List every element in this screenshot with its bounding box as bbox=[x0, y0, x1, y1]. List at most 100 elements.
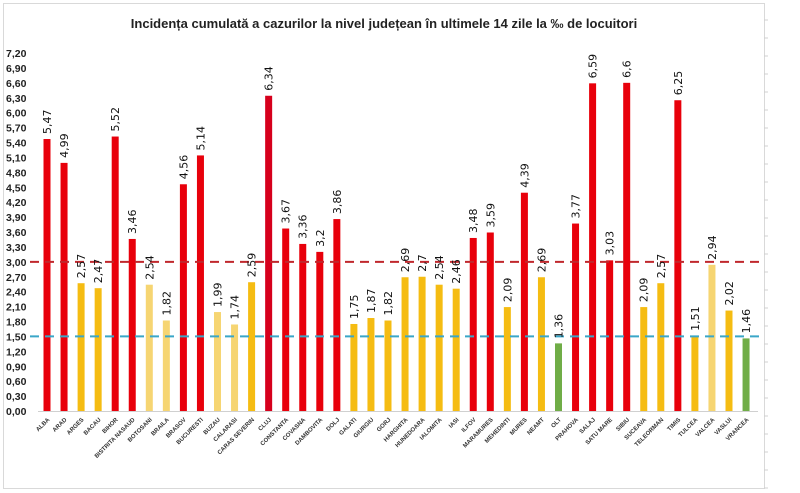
bar-valcea bbox=[708, 264, 716, 411]
bar-iasi bbox=[452, 288, 460, 411]
bar-gorj bbox=[384, 320, 392, 411]
value-label: 5,52 bbox=[109, 107, 122, 132]
y-tick-label: 2,70 bbox=[6, 272, 27, 284]
y-tick-label: 4,20 bbox=[6, 197, 27, 209]
value-label: 1,46 bbox=[740, 309, 753, 334]
value-label: 3,48 bbox=[467, 208, 480, 233]
right-edge-ticks bbox=[764, 19, 768, 489]
y-tick-label: 6,30 bbox=[6, 93, 27, 105]
y-tick-label: 3,30 bbox=[6, 242, 27, 254]
bar-galati bbox=[350, 323, 358, 411]
value-label: 6,6 bbox=[621, 60, 634, 78]
category-label: DOLJ bbox=[326, 417, 342, 433]
value-label: 2,59 bbox=[246, 253, 259, 278]
bar-suceava bbox=[640, 307, 648, 411]
value-label: 2,54 bbox=[143, 255, 156, 280]
value-label: 3,77 bbox=[570, 194, 583, 219]
value-label: 5,47 bbox=[41, 110, 54, 135]
y-axis: 0,00 0,30 0,60 0,90 1,20 1,50 1,80 2,10 2,40 2,70… bbox=[6, 48, 758, 418]
value-label: 3,36 bbox=[297, 214, 310, 239]
value-label: 2,69 bbox=[535, 248, 548, 273]
bar-giurgiu bbox=[367, 318, 375, 411]
bar-ilfov bbox=[469, 237, 477, 411]
category-label: ALBA bbox=[35, 417, 51, 433]
value-label: 2,57 bbox=[655, 254, 668, 279]
bar-caras-severin bbox=[248, 282, 256, 411]
value-label: 6,59 bbox=[587, 54, 600, 79]
bar-constanta bbox=[282, 228, 290, 411]
bar-covasna bbox=[299, 243, 307, 411]
value-label: 2,94 bbox=[706, 235, 719, 260]
bar-dambovita bbox=[316, 251, 324, 411]
bar-brasov bbox=[179, 184, 187, 411]
bar-salaj bbox=[589, 83, 597, 411]
category-label: IASI bbox=[448, 417, 461, 430]
y-tick-label: 3,90 bbox=[6, 212, 27, 224]
y-tick-label: 5,70 bbox=[6, 123, 27, 135]
category-label: GORJ bbox=[376, 417, 392, 433]
y-tick-label: 7,20 bbox=[6, 48, 27, 60]
value-label: 4,99 bbox=[58, 133, 71, 158]
category-label: MURES bbox=[509, 417, 529, 437]
category-label: OLT bbox=[550, 417, 563, 430]
bars bbox=[43, 82, 750, 412]
y-tick-label: 1,80 bbox=[6, 317, 27, 329]
bar-harghita bbox=[401, 277, 409, 411]
value-label: 2,46 bbox=[450, 259, 463, 284]
y-tick-label: 0,30 bbox=[6, 391, 27, 403]
value-label: 6,25 bbox=[672, 71, 685, 96]
value-label: 1,36 bbox=[553, 314, 566, 339]
bar-maramures bbox=[486, 232, 494, 411]
chart-title: Incidența cumulată a cazurilor la nivel … bbox=[130, 16, 638, 31]
value-label: 2,54 bbox=[433, 255, 446, 280]
y-tick-label: 6,60 bbox=[6, 78, 27, 90]
bar-prahova bbox=[572, 223, 580, 411]
value-labels: 5,47 4,99 2,57 2,47 5,52 3,46 2,54 1,82 4,56 5,14… bbox=[41, 54, 753, 339]
bar-neamt bbox=[537, 277, 545, 411]
bar-braila bbox=[162, 320, 170, 411]
y-tick-label: 5,40 bbox=[6, 138, 27, 150]
y-tick-label: 0,00 bbox=[6, 406, 27, 418]
bar-timis bbox=[674, 100, 682, 411]
bar-hunedoara bbox=[418, 276, 426, 411]
y-tick-label: 1,50 bbox=[6, 331, 27, 343]
bar-mehedinti bbox=[503, 307, 511, 411]
bar-sibiu bbox=[623, 82, 631, 411]
y-tick-label: 2,40 bbox=[6, 287, 27, 299]
category-label: TIMIS bbox=[667, 417, 683, 433]
value-label: 3,59 bbox=[484, 203, 497, 228]
category-label: SIBIU bbox=[616, 417, 632, 433]
bar-vrancea bbox=[742, 338, 750, 411]
bar-arad bbox=[60, 162, 68, 411]
bar-vaslui bbox=[725, 310, 733, 411]
value-label: 3,86 bbox=[331, 190, 344, 215]
bar-tulcea bbox=[691, 335, 699, 411]
bar-alba bbox=[43, 139, 51, 411]
value-label: 1,82 bbox=[382, 291, 395, 316]
bar-bistrita-nasaud bbox=[128, 238, 136, 411]
value-label: 2,09 bbox=[638, 278, 651, 303]
value-label: 6,34 bbox=[263, 66, 276, 91]
value-label: 1,99 bbox=[212, 283, 225, 308]
bar-satu-mare bbox=[606, 260, 614, 411]
value-label: 1,51 bbox=[689, 306, 702, 331]
bar-bucuresti bbox=[196, 155, 204, 411]
y-tick-label: 4,50 bbox=[6, 182, 27, 194]
value-label: 2,02 bbox=[723, 281, 736, 306]
y-tick-label: 6,90 bbox=[6, 63, 27, 75]
y-tick-label: 0,60 bbox=[6, 376, 27, 388]
y-tick-label: 3,60 bbox=[6, 227, 27, 239]
category-label: BACAU bbox=[83, 417, 103, 437]
bar-teleorman bbox=[657, 283, 665, 411]
bar-arges bbox=[77, 283, 85, 411]
bar-botosani bbox=[145, 284, 153, 411]
value-label: 1,82 bbox=[160, 291, 173, 316]
value-label: 3,03 bbox=[604, 231, 617, 256]
bar-cluj bbox=[265, 95, 273, 411]
value-label: 3,2 bbox=[314, 229, 327, 247]
value-label: 4,56 bbox=[177, 155, 190, 180]
value-label: 1,74 bbox=[229, 295, 242, 320]
bar-ialomita bbox=[435, 284, 443, 411]
